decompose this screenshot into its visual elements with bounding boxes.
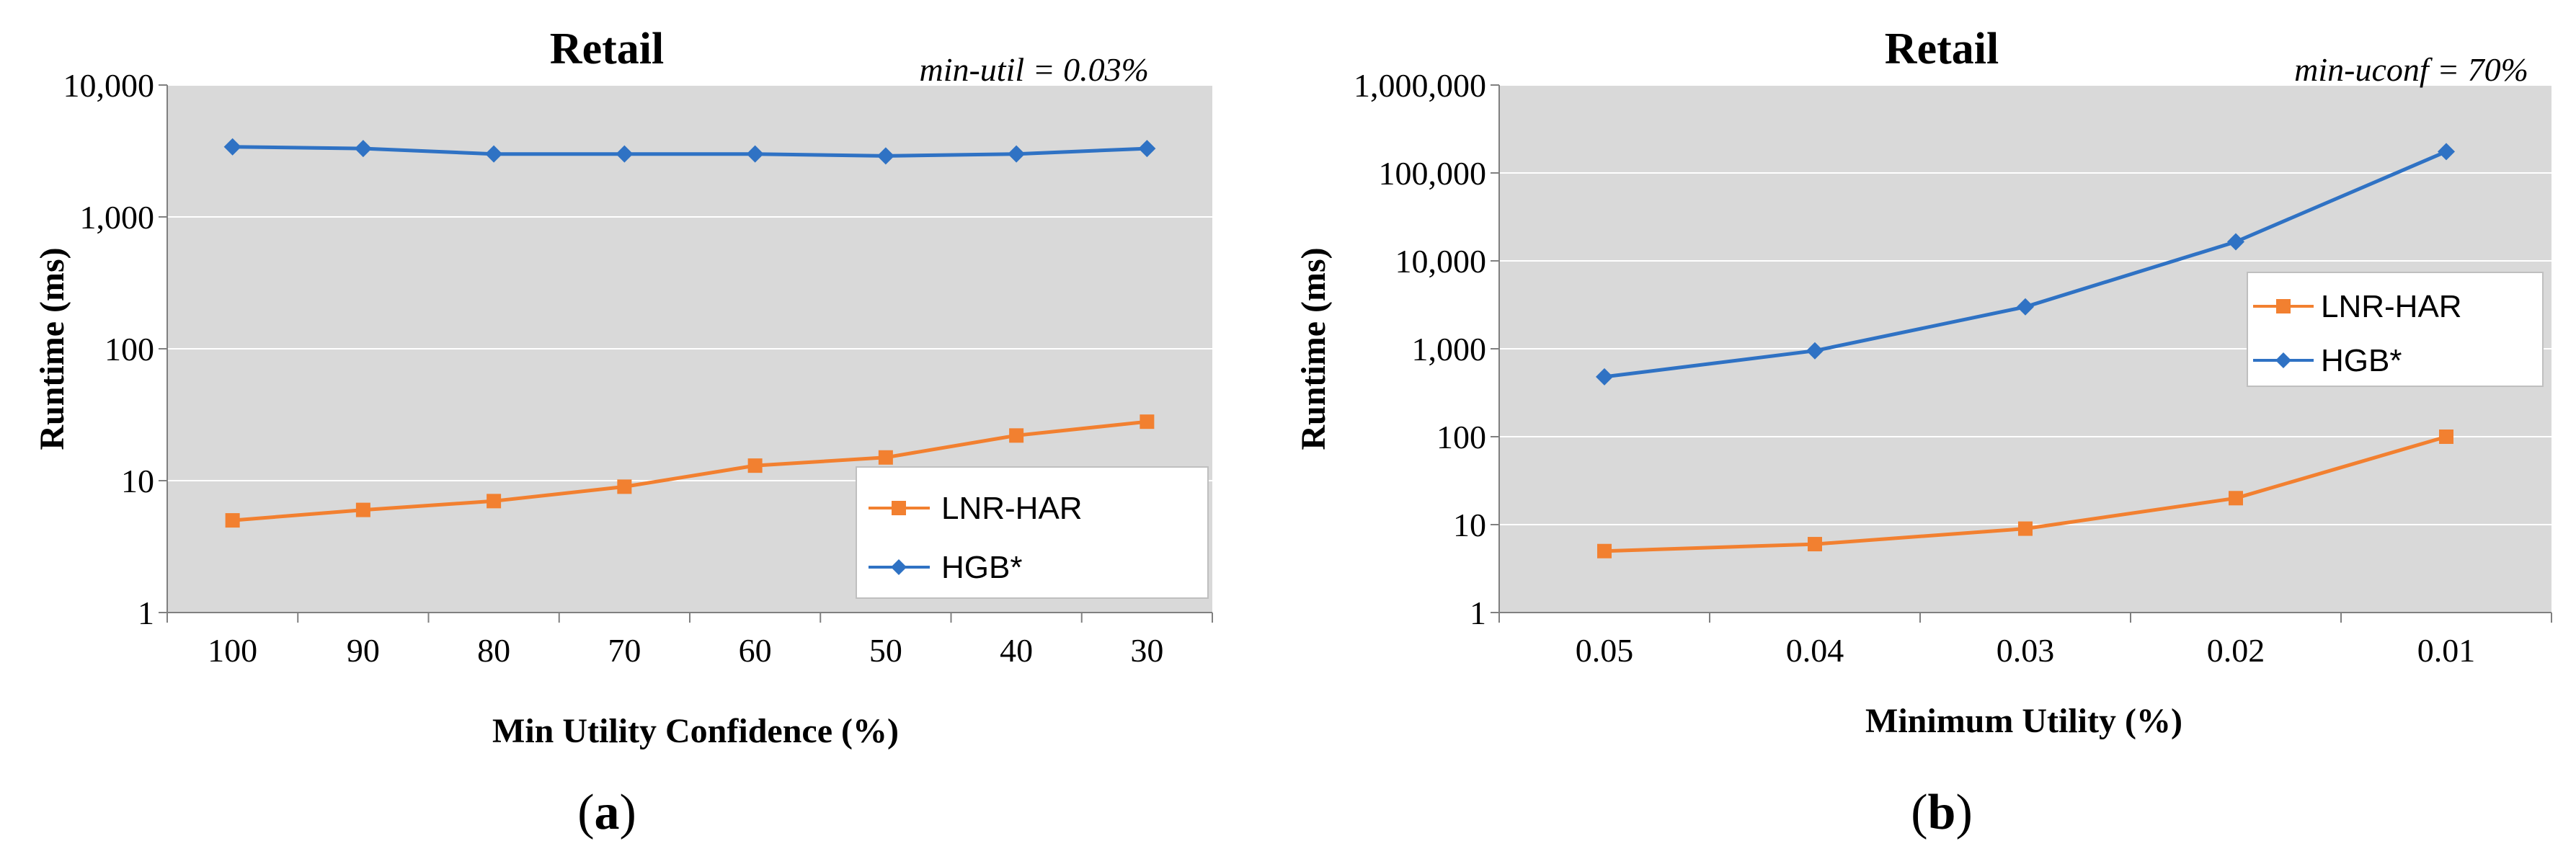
- chart-a-title: Retail: [550, 25, 664, 74]
- chart-a-x-tick-label: 50: [869, 632, 902, 669]
- chart-b-x-tick-label: 0.01: [2417, 632, 2476, 669]
- chart-b-y-ticks: 1 10 100 1,000 10,000 100,000 1,000,000: [1354, 67, 1499, 631]
- chart-b-legend: LNR-HAR HGB*: [2247, 272, 2544, 387]
- chart-b-caption-letter: b: [1928, 785, 1956, 840]
- chart-a-point-lnr-har: [1140, 414, 1155, 430]
- chart-b-point-hgb: [1806, 342, 1824, 360]
- chart-b-y-tick-label: 1: [1470, 595, 1486, 631]
- chart-a-y-tick-label: 10: [121, 463, 154, 499]
- chart-a-y-tick-label: 1: [138, 595, 154, 631]
- chart-a-y-axis-label: Runtime (ms): [33, 247, 71, 450]
- chart-b-legend-marker-lnr-har: [2276, 299, 2291, 313]
- chart-b-legend-label-lnr-har: LNR-HAR: [2321, 289, 2462, 324]
- chart-a-point-lnr-har: [225, 513, 240, 528]
- chart-a-point-hgb: [876, 147, 894, 165]
- chart-b-series: [1596, 143, 2455, 558]
- chart-b-legend-label-hgb: HGB*: [2321, 343, 2402, 378]
- chart-a-point-lnr-har: [355, 502, 370, 517]
- chart-a-y-tick-label: 100: [105, 331, 154, 368]
- chart-a-point-hgb: [1138, 140, 1156, 158]
- chart-a-point-hgb: [746, 145, 764, 163]
- chart-b-x-axis-label: Minimum Utility (%): [1865, 702, 2182, 740]
- chart-b-y-axis-label: Runtime (ms): [1294, 247, 1333, 450]
- chart-a-point-lnr-har: [617, 479, 632, 494]
- chart-a-point-lnr-har: [878, 450, 893, 465]
- chart-b-y-tick-label: 100,000: [1379, 155, 1487, 192]
- chart-a-y-tick-label: 10,000: [63, 67, 155, 104]
- chart-b-x-tick-label: 0.05: [1576, 632, 1634, 669]
- chart-b-caption-open: (: [1911, 785, 1927, 840]
- chart-a-point-hgb: [1008, 145, 1026, 163]
- chart-a-x-tick-label: 90: [347, 632, 380, 669]
- chart-b-point-lnr-har: [2229, 491, 2243, 506]
- chart-b-title: Retail: [1885, 25, 1999, 74]
- chart-a-y-tick-label: 1,000: [80, 199, 155, 236]
- chart-a-point-lnr-har: [1009, 428, 1024, 443]
- chart-a-annotation: min-util = 0.03%: [919, 51, 1149, 88]
- chart-a-caption-letter: a: [595, 785, 620, 840]
- chart-b-point-lnr-har: [2018, 521, 2033, 536]
- chart-b-legend-marker-hgb: [2275, 352, 2291, 368]
- chart-b-point-hgb: [1596, 368, 1613, 386]
- chart-b-caption: (b): [1911, 785, 1973, 840]
- chart-a-x-tick-label: 80: [477, 632, 510, 669]
- chart-a-series: [223, 138, 1156, 528]
- chart-a-point-hgb: [354, 140, 372, 158]
- chart-a-x-tick-label: 100: [208, 632, 257, 669]
- chart-b-y-tick-label: 10,000: [1395, 243, 1487, 280]
- chart-b-legend-box: [2247, 272, 2544, 387]
- chart-a-legend-box: [856, 466, 1209, 599]
- chart-b-point-lnr-har: [2439, 430, 2453, 444]
- chart-a-point-lnr-har: [747, 458, 763, 473]
- chart-b-x-tick-label: 0.03: [1997, 632, 2055, 669]
- chart-a-legend-marker-lnr-har: [892, 501, 906, 515]
- chart-a-legend: LNR-HAR HGB*: [856, 466, 1209, 599]
- chart-b-y-tick-label: 1,000,000: [1354, 67, 1486, 104]
- chart-b-caption-close: ): [1955, 785, 1972, 840]
- chart-a-legend-marker-hgb: [891, 559, 907, 575]
- chart-a-point-hgb: [485, 145, 503, 163]
- chart-b-point-hgb: [2017, 298, 2034, 316]
- chart-a-x-ticks: 100 90 80 70 60 50 40 30: [166, 613, 1213, 669]
- chart-b-x-tick-label: 0.02: [2207, 632, 2265, 669]
- chart-a: 1 10 100 1,000 10,000 100 90 80 70 60 50 40 30 Reta…: [33, 25, 1213, 840]
- chart-a-x-tick-label: 60: [739, 632, 772, 669]
- chart-b-point-lnr-har: [1597, 543, 1612, 558]
- chart-b-y-tick-label: 100: [1436, 419, 1486, 455]
- chart-b-y-tick-label: 1,000: [1412, 331, 1487, 368]
- chart-a-legend-label-hgb: HGB*: [941, 550, 1022, 585]
- chart-a-x-tick-label: 70: [608, 632, 641, 669]
- chart-b-x-tick-label: 0.04: [1786, 632, 1844, 669]
- chart-a-series-line-lnr-har: [232, 419, 1147, 522]
- chart-a-point-hgb: [616, 145, 634, 163]
- chart-a-legend-label-lnr-har: LNR-HAR: [941, 491, 1083, 526]
- chart-b-x-ticks: 0.05 0.04 0.03 0.02 0.01: [1498, 613, 2552, 669]
- chart-a-caption: (a): [577, 785, 636, 840]
- chart-b-point-lnr-har: [1808, 537, 1822, 552]
- chart-a-point-lnr-har: [487, 494, 502, 509]
- chart-a-x-tick-label: 30: [1130, 632, 1163, 669]
- chart-b-point-hgb: [2438, 143, 2455, 161]
- chart-b-y-tick-label: 10: [1453, 507, 1486, 543]
- chart-b-point-hgb: [2227, 233, 2244, 251]
- chart-a-x-tick-label: 40: [1000, 632, 1033, 669]
- chart-a-y-ticks: 1 10 100 1,000 10,000: [63, 67, 167, 631]
- chart-a-caption-close: ): [620, 785, 636, 840]
- chart-a-series-line-hgb: [232, 145, 1147, 158]
- chart-a-x-axis-label: Min Utility Confidence (%): [492, 712, 899, 750]
- chart-b-annotation: min-uconf = 70%: [2294, 51, 2528, 88]
- chart-a-caption-open: (: [577, 785, 594, 840]
- chart-a-point-hgb: [223, 138, 241, 156]
